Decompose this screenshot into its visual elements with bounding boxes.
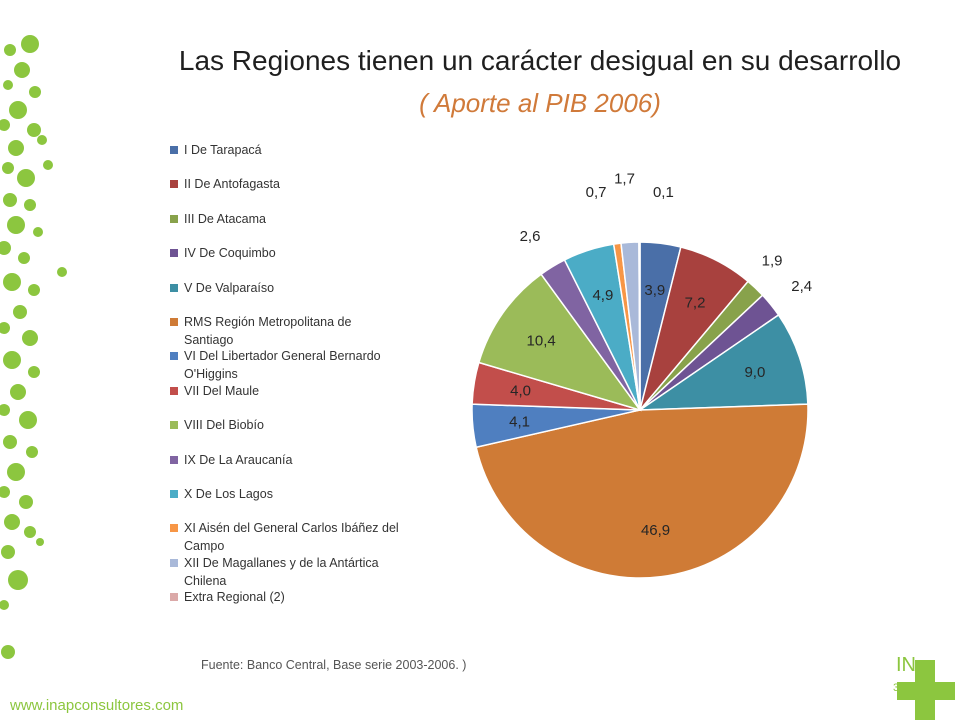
legend-label: VI Del Libertador General Bernardo O'Hig… [184,349,381,382]
slice-value-label: 0,7 [586,184,607,201]
slice-value-label: 4,0 [510,383,531,400]
pie-slice [637,313,809,411]
legend-label: V De Valparaíso [184,280,275,295]
legend-item: VI Del Libertador General Bernardo O'Hig… [170,346,400,382]
legend-swatch [170,524,178,533]
slice-value-label: 2,6 [520,228,541,245]
slice-value-label: 2,4 [791,278,812,295]
legend-item: III De Atacama [170,209,400,245]
slice-value-label: 9,0 [744,364,765,381]
legend-item: RMS Región Metropolitana de Santiago [170,312,400,348]
slice-value-label: 7,2 [685,294,706,311]
legend-label: RMS Región Metropolitana de Santiago [184,315,352,347]
legend-label: X De Los Lagos [184,487,273,501]
legend-label: III De Atacama [184,211,266,226]
legend-item: V De Valparaíso [170,278,400,314]
slice-value-label: 10,4 [527,332,556,349]
slice-value-label: 1,7 [614,170,635,187]
legend-swatch [170,283,178,292]
legend-item: Extra Regional (2) [170,587,400,623]
pie-slice [475,403,809,579]
legend-swatch [170,214,178,223]
slice-value-label: 4,1 [509,413,530,430]
legend-item: XII De Magallanes y de la Antártica Chil… [170,553,400,589]
legend-label: II De Antofagasta [184,177,280,192]
slice-value-label: 1,9 [762,253,783,270]
page-number: 3 [893,682,900,694]
slide-title: Las Regiones tienen un carácter desigual… [178,45,902,76]
legend-swatch [170,455,178,464]
legend-item: IX De La Araucanía [170,450,400,486]
legend-label: IX De La Araucanía [184,452,293,467]
legend-label: VIII Del Biobío [184,418,264,433]
legend-swatch [170,386,178,395]
legend-label: I De Tarapacá [184,143,262,157]
slide-subtitle: ( Aporte al PIB 2006) [419,88,661,118]
legend-swatch [170,318,178,326]
legend-swatch [170,146,178,154]
slice-value-label: 4,9 [592,287,613,304]
legend-swatch [170,558,178,567]
legend-label: XI Aisén del General Carlos Ibáñez del C… [184,521,399,554]
legend-item: II De Antofagasta [170,174,400,210]
legend-swatch [170,490,178,498]
legend-item: I De Tarapacá [170,140,400,176]
legend-swatch [170,249,178,258]
legend-swatch [170,180,178,189]
pie-slice [638,241,641,411]
pie-slice [477,273,642,412]
legend-label: XII De Magallanes y de la Antártica Chil… [184,555,379,588]
slice-value-label: 0,1 [653,184,674,201]
legend-swatch [170,421,178,430]
slice-value-label: 3,9 [644,282,665,299]
legend-item: X De Los Lagos [170,484,400,520]
source-note: Fuente: Banco Central, Base serie 2003-2… [201,658,467,672]
legend-label: Extra Regional (2) [184,590,285,605]
slice-value-label: 46,9 [641,522,670,539]
legend-item: VIII Del Biobío [170,415,400,451]
legend-label: VII Del Maule [184,383,260,398]
legend-label: IV De Coquimbo [184,246,276,261]
legend-item: XI Aisén del General Carlos Ibáñez del C… [170,518,400,554]
legend-swatch [170,593,178,602]
brand-logo-text: IN [896,654,916,676]
footer-url[interactable]: www.inapconsultores.com [10,697,184,714]
legend-item: VII Del Maule [170,381,400,417]
legend-item: IV De Coquimbo [170,243,400,279]
legend-swatch [170,352,178,361]
